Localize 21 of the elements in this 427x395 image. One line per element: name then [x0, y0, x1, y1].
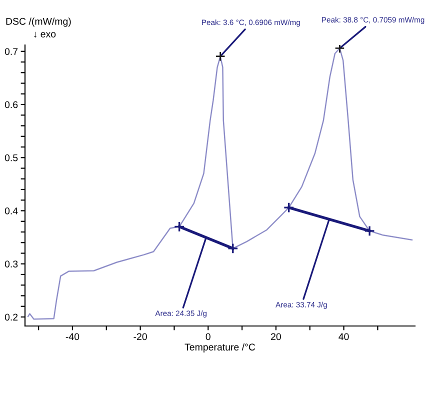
x-tick-label: -40: [66, 333, 80, 340]
point: [364, 225, 376, 236]
x-axis-title: Temperature /°C: [184, 343, 256, 352]
point: [174, 221, 185, 232]
y-tick-label: 0.7: [4, 48, 18, 55]
y-tick-label: 0.2: [4, 314, 18, 321]
line-series: [27, 48, 413, 320]
point: [227, 242, 238, 254]
x-tick-label: -20: [134, 333, 147, 340]
y-tick-label: 0.5: [4, 154, 18, 162]
y-axis-title: DSC /(mW/mg): [6, 18, 71, 27]
point: [283, 202, 294, 214]
text: ↓ exo: [34, 32, 56, 38]
x-tick-label: 20: [271, 333, 281, 340]
y-tick-label: 0.6: [4, 101, 18, 108]
point: [334, 45, 345, 54]
y-tick-label: 0.4: [4, 207, 18, 214]
x-tick-label: 40: [338, 333, 349, 340]
point: [215, 51, 226, 62]
y-tick-label: 0.3: [4, 260, 18, 268]
x-tick-label: 0: [206, 333, 210, 340]
